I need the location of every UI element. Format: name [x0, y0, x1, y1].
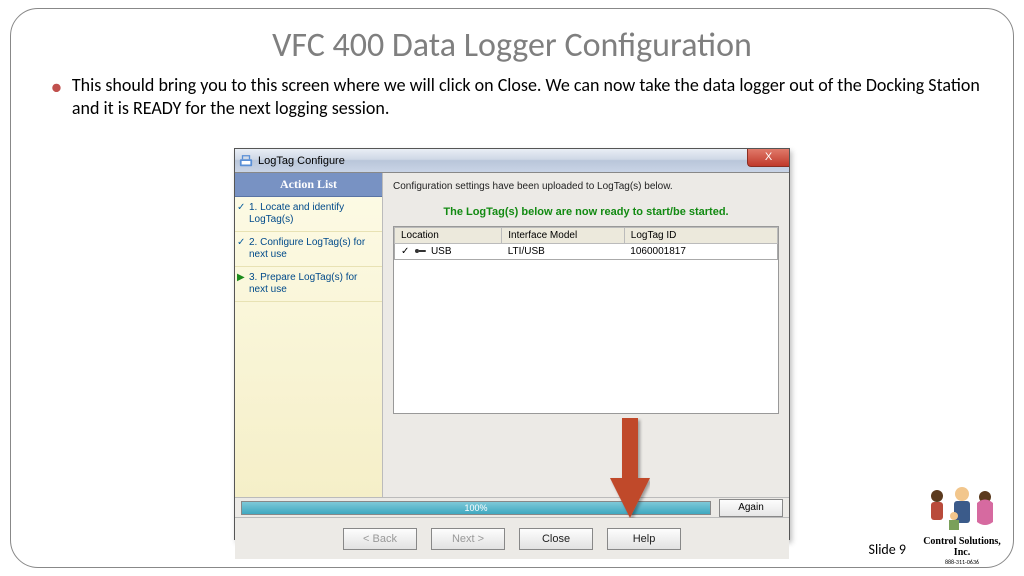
company-phone: 888-311-0636 [914, 558, 1010, 566]
action-list-sidebar: Action List ✓ 1. Locate and identify Log… [235, 173, 383, 497]
next-button[interactable]: Next > [431, 528, 505, 550]
page-title: VFC 400 Data Logger Configuration [39, 25, 985, 66]
status-message: Configuration settings have been uploade… [393, 181, 779, 192]
sidebar-header: Action List [235, 173, 382, 197]
close-button[interactable]: Close [519, 528, 593, 550]
bullet-item: ● This should bring you to this screen w… [51, 74, 981, 119]
step-label: 2. Configure LogTag(s) for next use [249, 237, 365, 260]
col-id[interactable]: LogTag ID [624, 228, 777, 244]
dialog-body: Action List ✓ 1. Locate and identify Log… [235, 173, 789, 497]
step-label: 3. Prepare LogTag(s) for next use [249, 272, 357, 295]
ready-message: The LogTag(s) below are now ready to sta… [393, 206, 779, 218]
logo-graphic-icon [919, 484, 1005, 534]
dialog-window: LogTag Configure X Action List ✓ 1. Loca… [234, 148, 790, 540]
col-model[interactable]: Interface Model [502, 228, 625, 244]
cell-model: LTI/USB [502, 244, 625, 260]
company-name: Control Solutions, Inc. [914, 536, 1010, 558]
company-logo: Control Solutions, Inc. 888-311-0636 [914, 484, 1010, 566]
progress-row: 100% Again [235, 497, 789, 517]
attention-arrow-icon [610, 418, 650, 518]
window-close-button[interactable]: X [747, 149, 789, 167]
checkmark-icon: ✓ [237, 202, 245, 214]
help-button[interactable]: Help [607, 528, 681, 550]
titlebar: LogTag Configure X [235, 149, 789, 173]
usb-icon [414, 246, 426, 256]
again-button[interactable]: Again [719, 499, 783, 517]
col-location[interactable]: Location [395, 228, 502, 244]
step-label: 1. Locate and identify LogTag(s) [249, 202, 344, 225]
device-table-container: Location Interface Model LogTag ID ✓ USB… [393, 226, 779, 414]
step-2[interactable]: ✓ 2. Configure LogTag(s) for next use [235, 232, 382, 267]
app-icon [239, 154, 253, 168]
checkmark-icon: ✓ [401, 246, 409, 257]
table-row[interactable]: ✓ USB LTI/USB 1060001817 [395, 244, 778, 260]
bullet-text: This should bring you to this screen whe… [72, 74, 981, 119]
button-row: < Back Next > Close Help [235, 517, 789, 559]
back-button[interactable]: < Back [343, 528, 417, 550]
main-pane: Configuration settings have been uploade… [383, 173, 789, 497]
step-3[interactable]: ▶ 3. Prepare LogTag(s) for next use [235, 267, 382, 302]
slide-number: Slide 9 [869, 541, 906, 558]
play-icon: ▶ [237, 272, 245, 284]
step-1[interactable]: ✓ 1. Locate and identify LogTag(s) [235, 197, 382, 232]
checkmark-icon: ✓ [237, 237, 245, 249]
cell-id: 1060001817 [624, 244, 777, 260]
bullet-dot-icon: ● [51, 76, 62, 99]
device-table: Location Interface Model LogTag ID ✓ USB… [394, 227, 778, 260]
window-title: LogTag Configure [258, 155, 345, 167]
cell-location: USB [431, 246, 452, 257]
